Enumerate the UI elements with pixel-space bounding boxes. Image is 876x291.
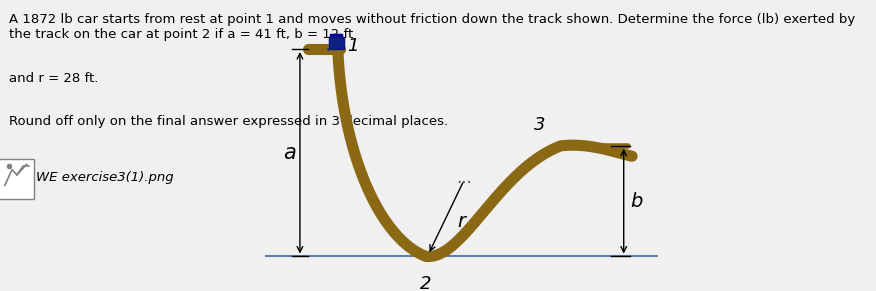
Text: a: a [283,143,296,163]
Text: and r = 28 ft.: and r = 28 ft. [9,72,98,85]
Text: WE exercise3(1).png: WE exercise3(1).png [36,171,173,184]
Text: 3: 3 [533,116,546,134]
Polygon shape [328,37,344,49]
Text: 2: 2 [420,276,432,291]
Polygon shape [328,37,344,49]
Text: A 1872 lb car starts from rest at point 1 and moves without friction down the tr: A 1872 lb car starts from rest at point … [9,13,855,41]
Text: b: b [630,192,642,211]
Text: 1: 1 [347,37,358,55]
FancyBboxPatch shape [0,159,33,199]
Text: ...: ... [456,168,472,187]
Text: r: r [457,212,466,231]
Text: Round off only on the final answer expressed in 3 decimal places.: Round off only on the final answer expre… [9,115,448,128]
